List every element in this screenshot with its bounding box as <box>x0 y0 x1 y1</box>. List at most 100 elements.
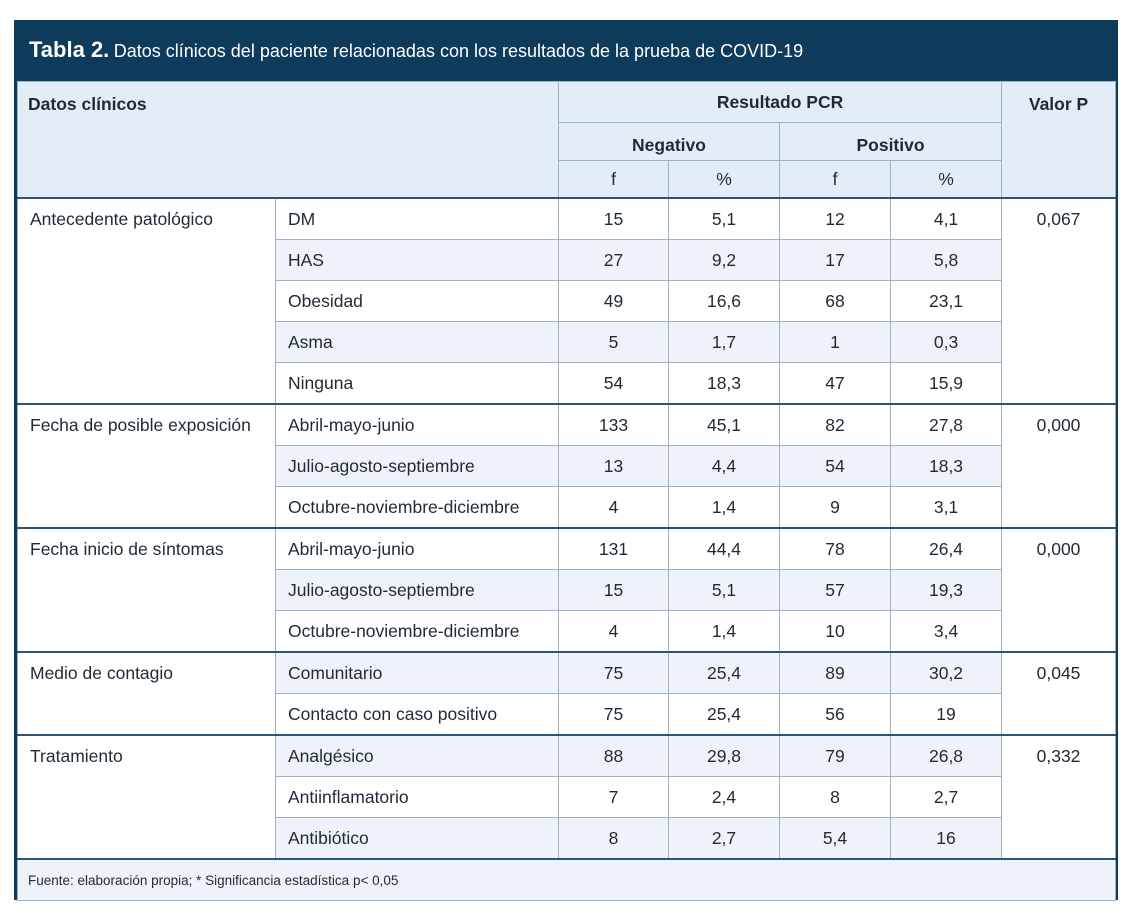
negativo-pct-cell: 25,4 <box>668 651 780 694</box>
negativo-f-cell: 7 <box>558 776 669 818</box>
p-value-cell: 0,045 <box>1001 651 1117 736</box>
subcategory-cell: Julio-agosto-septiembre <box>275 569 559 611</box>
negativo-pct-cell: 29,8 <box>668 734 780 777</box>
subcategory-cell: Julio-agosto-septiembre <box>275 445 559 487</box>
negativo-pct-cell: 1,4 <box>668 486 780 529</box>
positivo-f-cell: 78 <box>779 527 891 570</box>
category-cell: Medio de contagio <box>17 651 276 736</box>
subcategory-cell: Ninguna <box>275 362 559 405</box>
table-number: Tabla 2. <box>29 37 110 62</box>
table-body: Antecedente patológico DM 15 5,1 12 4,1 … <box>16 197 1117 901</box>
subcategory-cell: Comunitario <box>275 651 559 694</box>
subcategory-cell: Antiinflamatorio <box>275 776 559 818</box>
positivo-f-cell: 17 <box>779 239 891 281</box>
category-cell: Fecha de posible exposición <box>17 403 276 529</box>
table-row: Julio-agosto-septiembre 15 5,1 57 19,3 <box>18 569 1116 611</box>
footnote-row: Fuente: elaboración propia; * Significan… <box>16 858 1117 901</box>
negativo-f-cell: 15 <box>558 197 669 240</box>
subcategory-cell: Asma <box>275 321 559 363</box>
category-cell: Fecha inicio de síntomas <box>17 527 276 653</box>
subcategory-cell: Abril-mayo-junio <box>275 403 559 446</box>
positivo-f-cell: 54 <box>779 445 891 487</box>
header-negativo-pct: % <box>668 160 780 199</box>
subcategory-cell: Analgésico <box>275 734 559 777</box>
positivo-pct-cell: 27,8 <box>889 403 1003 446</box>
negativo-pct-cell: 5,1 <box>668 197 780 240</box>
positivo-pct-cell: 5,8 <box>889 239 1003 281</box>
table-row: HAS 27 9,2 17 5,8 <box>18 239 1116 281</box>
positivo-f-cell: 9 <box>779 486 891 529</box>
header-positivo: Positivo <box>778 122 1003 161</box>
positivo-f-cell: 1 <box>779 321 891 363</box>
positivo-pct-cell: 0,3 <box>889 321 1003 363</box>
positivo-pct-cell: 4,1 <box>889 197 1003 240</box>
negativo-pct-cell: 9,2 <box>668 239 780 281</box>
table-row: Octubre-noviembre-diciembre 4 1,4 9 3,1 <box>18 486 1116 529</box>
table-row: Antecedente patológico DM 15 5,1 12 4,1 … <box>17 197 1117 405</box>
table-row: Ninguna 54 18,3 47 15,9 <box>18 362 1116 405</box>
negativo-pct-cell: 16,6 <box>668 280 780 322</box>
negativo-pct-cell: 1,4 <box>668 610 780 653</box>
positivo-f-cell: 57 <box>779 569 891 611</box>
table-row: Medio de contagio Comunitario 75 25,4 89… <box>17 651 1117 736</box>
header-positivo-pct: % <box>889 160 1003 199</box>
header-negativo-f: f <box>558 160 669 199</box>
positivo-pct-cell: 30,2 <box>889 651 1003 694</box>
negativo-f-cell: 131 <box>558 527 669 570</box>
p-value-cell: 0,000 <box>1001 527 1117 653</box>
positivo-pct-cell: 19,3 <box>889 569 1003 611</box>
table-row: Tratamiento Analgésico 88 29,8 79 26,8 0… <box>17 734 1117 860</box>
subcategory-cell: Abril-mayo-junio <box>275 527 559 570</box>
positivo-f-cell: 12 <box>779 197 891 240</box>
table-frame: Tabla 2. Datos clínicos del paciente rel… <box>14 20 1118 901</box>
category-cell: Tratamiento <box>17 734 276 860</box>
subcategory-cell: Obesidad <box>275 280 559 322</box>
clinical-data-table: Datos clínicos Resultado PCR Valor P Neg… <box>16 81 1117 901</box>
negativo-pct-cell: 2,4 <box>668 776 780 818</box>
negativo-f-cell: 88 <box>558 734 669 777</box>
negativo-pct-cell: 1,7 <box>668 321 780 363</box>
positivo-f-cell: 8 <box>779 776 891 818</box>
p-value-cell: 0,332 <box>1001 734 1117 860</box>
negativo-pct-cell: 25,4 <box>668 693 780 736</box>
negativo-f-cell: 75 <box>558 651 669 694</box>
negativo-f-cell: 27 <box>558 239 669 281</box>
positivo-f-cell: 5,4 <box>779 817 891 860</box>
negativo-f-cell: 13 <box>558 445 669 487</box>
table-row: Octubre-noviembre-diciembre 4 1,4 10 3,4 <box>18 610 1116 653</box>
header-datos-clinicos: Datos clínicos <box>17 81 559 199</box>
negativo-pct-cell: 18,3 <box>668 362 780 405</box>
positivo-pct-cell: 3,1 <box>889 486 1003 529</box>
subcategory-cell: Octubre-noviembre-diciembre <box>275 610 559 653</box>
negativo-pct-cell: 4,4 <box>668 445 780 487</box>
header-resultado-pcr: Resultado PCR <box>557 81 1003 123</box>
positivo-pct-cell: 2,7 <box>889 776 1003 818</box>
positivo-f-cell: 10 <box>779 610 891 653</box>
subcategory-cell: DM <box>275 197 559 240</box>
positivo-pct-cell: 3,4 <box>889 610 1003 653</box>
negativo-f-cell: 133 <box>558 403 669 446</box>
table-row: Fecha inicio de síntomas Abril-mayo-juni… <box>17 527 1117 653</box>
negativo-f-cell: 5 <box>558 321 669 363</box>
header-valor-p: Valor P <box>1001 81 1117 199</box>
negativo-f-cell: 15 <box>558 569 669 611</box>
negativo-pct-cell: 2,7 <box>668 817 780 860</box>
negativo-f-cell: 4 <box>558 486 669 529</box>
positivo-f-cell: 47 <box>779 362 891 405</box>
positivo-f-cell: 82 <box>779 403 891 446</box>
p-value-cell: 0,000 <box>1001 403 1117 529</box>
negativo-pct-cell: 5,1 <box>668 569 780 611</box>
positivo-pct-cell: 15,9 <box>889 362 1003 405</box>
negativo-f-cell: 54 <box>558 362 669 405</box>
positivo-f-cell: 56 <box>779 693 891 736</box>
subcategory-cell: Contacto con caso positivo <box>275 693 559 736</box>
table-row: Fecha de posible exposición Abril-mayo-j… <box>17 403 1117 529</box>
negativo-pct-cell: 44,4 <box>668 527 780 570</box>
footnote: Fuente: elaboración propia; * Significan… <box>16 858 1117 901</box>
subcategory-cell: Octubre-noviembre-diciembre <box>275 486 559 529</box>
table-row: Asma 5 1,7 1 0,3 <box>18 321 1116 363</box>
negativo-pct-cell: 45,1 <box>668 403 780 446</box>
table-caption: Datos clínicos del paciente relacionadas… <box>113 41 804 61</box>
positivo-pct-cell: 16 <box>889 817 1003 860</box>
table-row: Antiinflamatorio 7 2,4 8 2,7 <box>18 776 1116 818</box>
